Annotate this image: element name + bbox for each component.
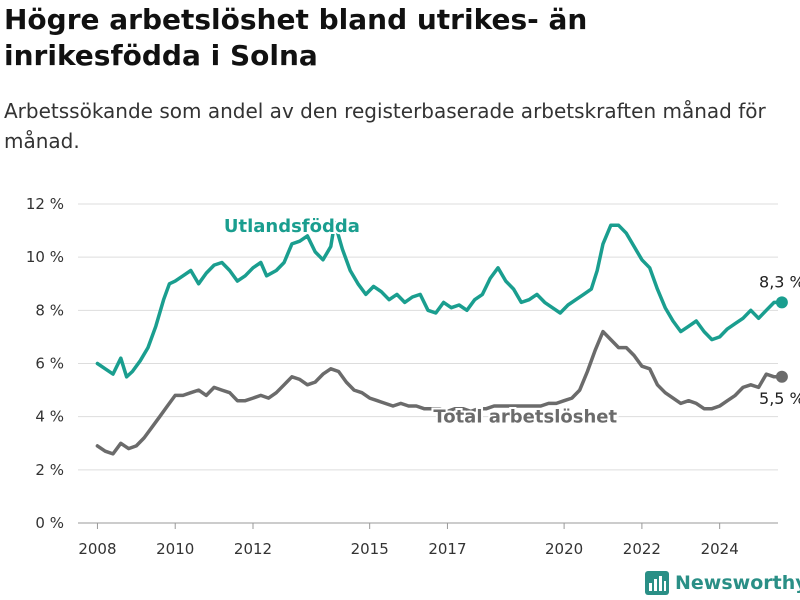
brand-logo[interactable]: Newsworthy [645, 568, 800, 598]
x-tick-label: 2017 [428, 540, 466, 558]
y-tick-label: 12 % [26, 195, 64, 213]
x-tick-label: 2024 [701, 540, 739, 558]
x-tick-label: 2015 [351, 540, 389, 558]
end-value-label: 8,3 % [759, 272, 800, 291]
end-point [775, 370, 788, 383]
x-tick-label: 2022 [623, 540, 661, 558]
series-line-1 [95, 329, 784, 456]
x-axis-ticks: 2008 2010 2012 2015 2017 2020 2022 2024 [78, 523, 739, 558]
chart-title: Högre arbetslöshet bland utrikes- än inr… [4, 3, 588, 72]
x-tick-label: 2020 [545, 540, 583, 558]
bar-chart-logo-icon [645, 571, 669, 595]
series-line-0 [95, 220, 784, 379]
brand-name: Newsworthy [675, 572, 800, 594]
chart-subtitle: Arbetssökande som andel av den registerb… [4, 99, 766, 153]
y-tick-label: 10 % [26, 248, 64, 266]
x-tick-label: 2012 [234, 540, 272, 558]
x-tick-label: 2008 [78, 540, 116, 558]
y-tick-label: 4 % [35, 408, 64, 426]
y-tick-label: 6 % [35, 355, 64, 373]
gridlines [78, 203, 778, 524]
y-tick-label: 8 % [35, 301, 64, 319]
series-lines [95, 220, 788, 456]
end-point [775, 296, 788, 309]
y-tick-label: 0 % [35, 514, 64, 532]
end-value-label: 5,5 % [759, 389, 800, 408]
series-labels: 5,5 % Total arbetslöshet 8,3 % Utlandsfödda [222, 214, 800, 430]
y-tick-label: 2 % [35, 461, 64, 479]
series-name-label: Utlandsfödda [224, 216, 360, 237]
series-name-label: Total arbetslöshet [433, 407, 617, 428]
y-axis-ticks: 0 % 2 % 4 % 6 % 8 % 10 % 12 % [26, 195, 64, 532]
x-tick-label: 2010 [156, 540, 194, 558]
